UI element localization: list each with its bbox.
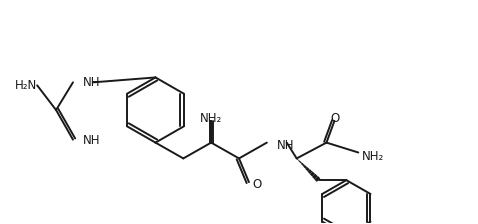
Text: O: O	[252, 178, 261, 191]
Text: NH₂: NH₂	[362, 150, 384, 163]
Text: H₂N: H₂N	[15, 79, 38, 92]
Text: O: O	[331, 112, 340, 125]
Text: NH: NH	[83, 76, 100, 89]
Text: NH: NH	[83, 134, 100, 146]
Text: NH: NH	[277, 139, 294, 152]
Text: NH₂: NH₂	[200, 112, 222, 125]
